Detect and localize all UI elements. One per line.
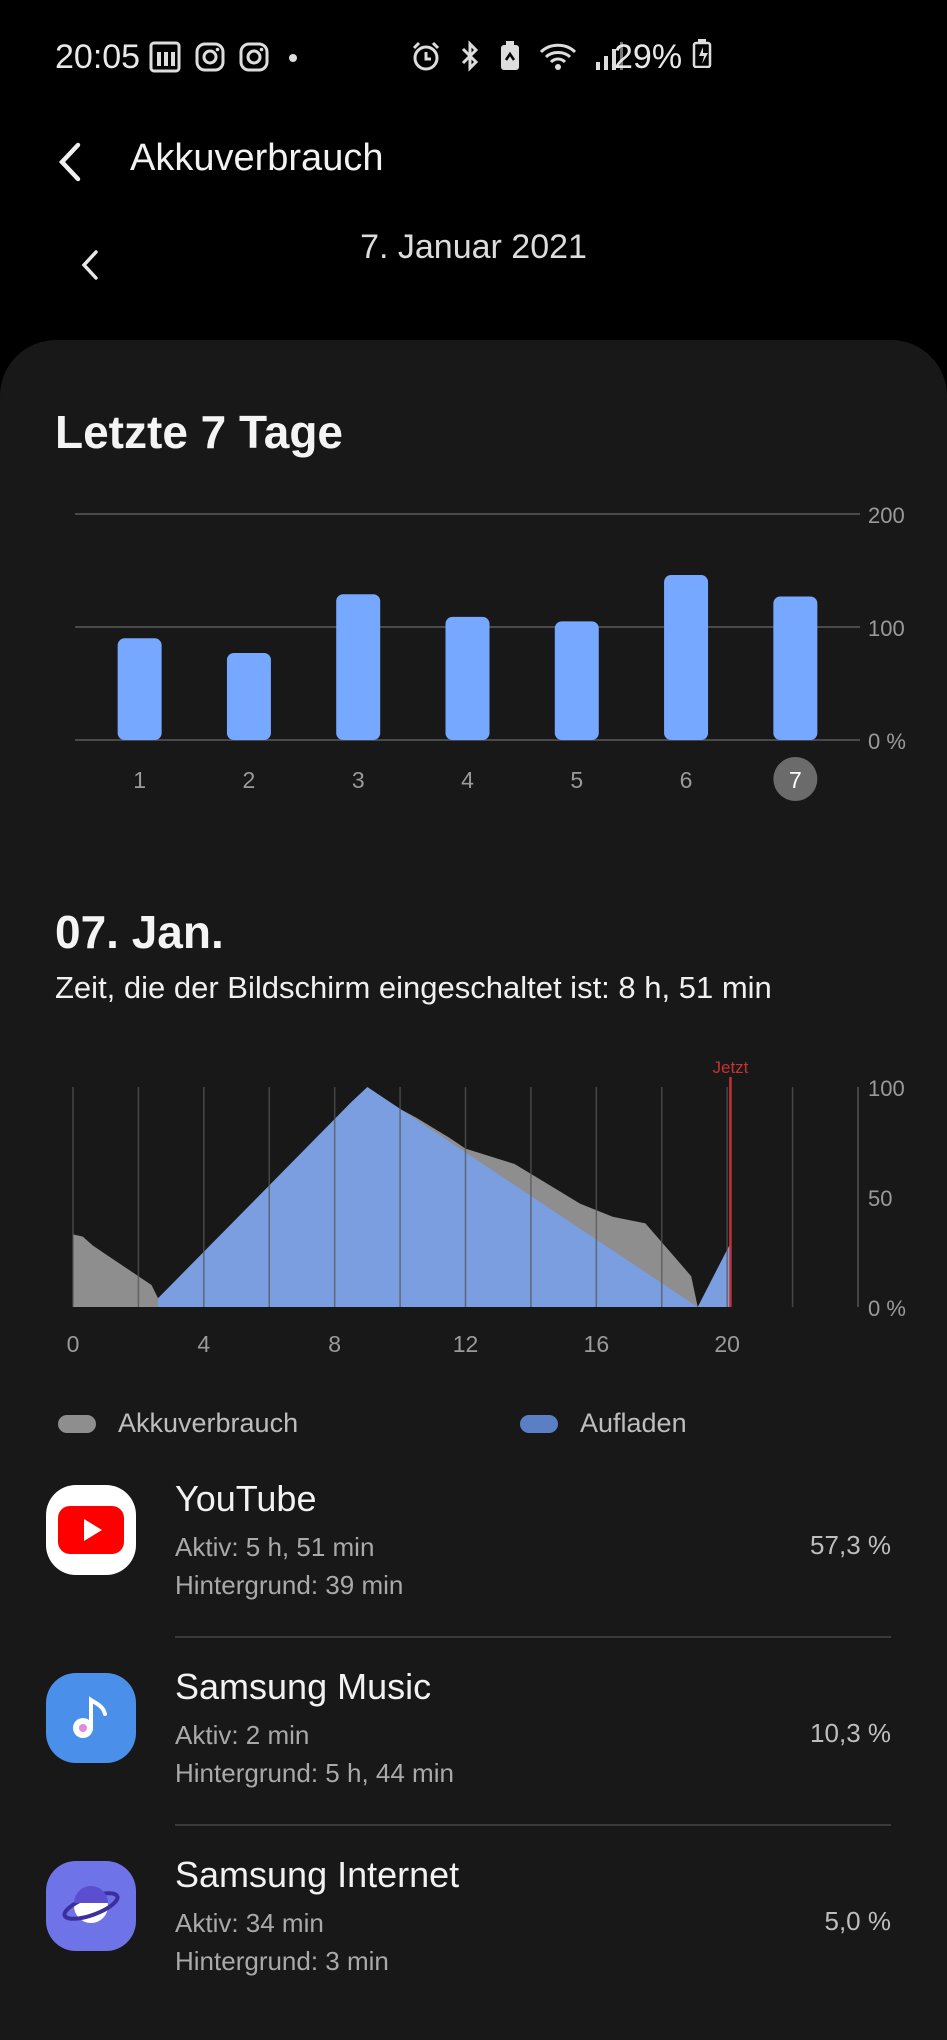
x-tick-label: 20 (714, 1331, 740, 1357)
charge-area (158, 1087, 731, 1307)
samsung-internet-icon (46, 1861, 136, 1951)
weekly-heading: Letzte 7 Tage (55, 406, 343, 458)
now-label: Jetzt (712, 1058, 748, 1077)
app-active-time: Aktiv: 34 min (175, 1908, 324, 1938)
x-tick-label: 1 (133, 767, 146, 793)
chevron-left-icon (58, 142, 81, 182)
app-row-youtube[interactable]: YouTube Aktiv: 5 h, 51 min Hintergrund: … (0, 1450, 947, 1638)
y-tick-label: 0 % (868, 1296, 906, 1321)
app-background-time: Hintergrund: 5 h, 44 min (175, 1758, 454, 1788)
app-name: Samsung Music (175, 1666, 432, 1707)
youtube-icon (46, 1485, 136, 1575)
y-tick-label: 100 (868, 1076, 905, 1101)
signal-icon (594, 40, 624, 72)
x-tick-label: 16 (584, 1331, 610, 1357)
x-tick-label: 5 (570, 767, 583, 793)
divider (175, 1636, 891, 1638)
clock: 20:05 (55, 38, 141, 76)
x-tick-label: 2 (243, 767, 256, 793)
battery-percent: 29% (614, 38, 714, 77)
chevron-left-icon (81, 250, 98, 280)
alarm-icon (410, 40, 442, 72)
x-tick-label: 12 (453, 1331, 479, 1357)
legend-usage-label: Akkuverbrauch (118, 1408, 299, 1438)
x-tick-label: 3 (352, 767, 365, 793)
bar (554, 621, 599, 740)
y-tick-label: 50 (868, 1186, 892, 1211)
weekly-bar-chart: 200 100 0 % 1 2 3 4 5 6 7 (75, 503, 906, 801)
app-row-samsung-music[interactable]: Samsung Music Aktiv: 2 min Hintergrund: … (0, 1638, 947, 1826)
instagram-icon (238, 41, 270, 73)
wifi-icon (538, 40, 578, 72)
y-tick-label: 200 (868, 503, 905, 528)
bar (445, 616, 490, 740)
legend-charge-label: Aufladen (580, 1408, 687, 1438)
charge-swatch (520, 1414, 558, 1433)
date-selector: 7. Januar 2021 (0, 218, 947, 268)
date-label: 7. Januar 2021 (360, 228, 587, 266)
app-active-time: Aktiv: 5 h, 51 min (175, 1532, 375, 1562)
app-name: YouTube (175, 1478, 317, 1519)
day-heading: 07. Jan. (55, 906, 224, 958)
legend-charge: Aufladen (520, 1408, 687, 1439)
app-active-time: Aktiv: 2 min (175, 1720, 310, 1750)
screen-time-text: Zeit, die der Bildschirm eingeschaltet i… (55, 970, 772, 1005)
divider (175, 1824, 891, 1826)
y-tick-label: 0 % (868, 729, 906, 754)
status-bar: 20:05 29% (0, 0, 947, 120)
bar (226, 652, 271, 740)
notification-icons (148, 40, 304, 74)
app-percent: 5,0 % (824, 1906, 892, 1936)
bar (336, 594, 381, 740)
back-button[interactable] (52, 140, 92, 184)
page-title: Akkuverbrauch (130, 137, 384, 179)
battery-saver-icon (498, 40, 522, 72)
app-background-time: Hintergrund: 39 min (175, 1570, 404, 1600)
app-background-time: Hintergrund: 3 min (175, 1946, 389, 1976)
app-percent: 57,3 % (810, 1530, 891, 1560)
instagram-icon (194, 41, 226, 73)
app-percent: 10,3 % (810, 1718, 891, 1748)
app-name: Samsung Internet (175, 1854, 460, 1895)
legend-usage: Akkuverbrauch (58, 1408, 298, 1439)
sport-app-icon (148, 40, 182, 74)
dot-icon (282, 41, 304, 73)
battery-percent-text: 29% (614, 38, 683, 76)
previous-date-button[interactable] (78, 248, 102, 282)
x-tick-label: 7 (789, 767, 802, 793)
battery-charging-icon (692, 38, 714, 68)
selected-day-marker (773, 757, 818, 801)
bar (664, 575, 709, 740)
y-tick-label: 100 (868, 616, 905, 641)
x-tick-label: 4 (461, 767, 474, 793)
x-tick-label: 8 (328, 1331, 341, 1357)
usage-swatch (58, 1414, 96, 1433)
samsung-music-icon (46, 1673, 136, 1763)
bluetooth-icon (458, 40, 482, 72)
x-tick-label: 4 (197, 1331, 210, 1357)
bar (117, 638, 162, 740)
app-row-samsung-internet[interactable]: Samsung Internet Aktiv: 34 min Hintergru… (0, 1826, 947, 2014)
x-tick-label: 6 (680, 767, 693, 793)
system-icons (410, 40, 624, 72)
daily-battery-chart: 100 50 0 % 0 4 8 12 16 20 Jetzt (67, 1058, 906, 1357)
bar (773, 596, 818, 740)
x-tick-label: 0 (67, 1331, 80, 1357)
